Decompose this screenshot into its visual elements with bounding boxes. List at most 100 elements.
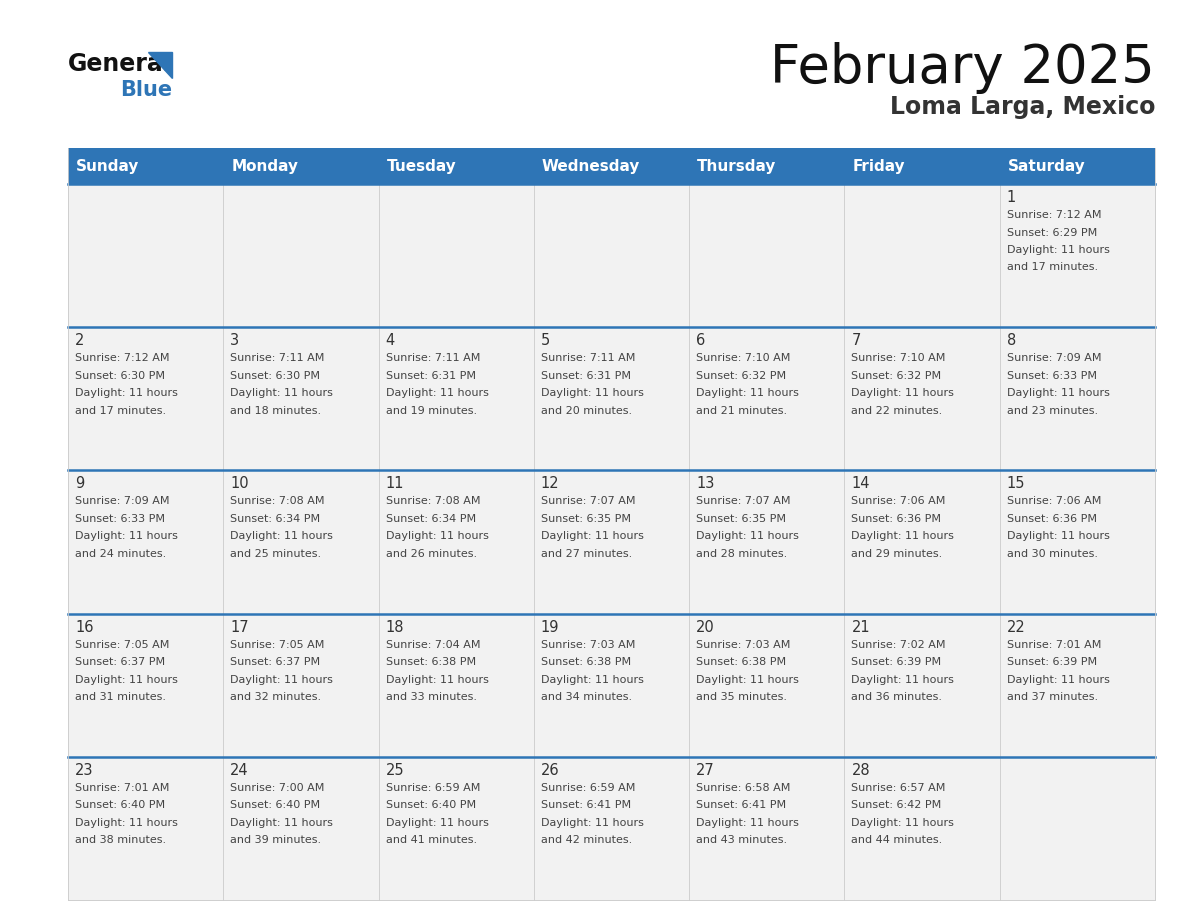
Text: Sunset: 6:36 PM: Sunset: 6:36 PM bbox=[1006, 514, 1097, 524]
Text: 7: 7 bbox=[852, 333, 861, 348]
Text: 17: 17 bbox=[230, 620, 249, 634]
Text: Sunday: Sunday bbox=[76, 159, 139, 174]
Text: and 31 minutes.: and 31 minutes. bbox=[75, 692, 166, 702]
Text: and 32 minutes.: and 32 minutes. bbox=[230, 692, 322, 702]
Text: Sunrise: 7:05 AM: Sunrise: 7:05 AM bbox=[230, 640, 324, 650]
Text: Daylight: 11 hours: Daylight: 11 hours bbox=[75, 388, 178, 398]
Bar bbox=[533, 184, 689, 327]
Text: Sunset: 6:29 PM: Sunset: 6:29 PM bbox=[1006, 228, 1097, 238]
Text: 12: 12 bbox=[541, 476, 560, 491]
Text: Daylight: 11 hours: Daylight: 11 hours bbox=[230, 388, 333, 398]
Bar bbox=[68, 148, 1155, 184]
Text: Sunset: 6:34 PM: Sunset: 6:34 PM bbox=[230, 514, 321, 524]
Bar bbox=[533, 613, 689, 756]
Bar bbox=[68, 470, 223, 613]
Text: Daylight: 11 hours: Daylight: 11 hours bbox=[541, 532, 644, 542]
Text: Sunset: 6:40 PM: Sunset: 6:40 PM bbox=[75, 800, 165, 811]
Bar bbox=[1000, 184, 1155, 327]
Text: Friday: Friday bbox=[853, 159, 905, 174]
Text: Daylight: 11 hours: Daylight: 11 hours bbox=[386, 388, 488, 398]
Text: Sunrise: 6:57 AM: Sunrise: 6:57 AM bbox=[852, 783, 946, 793]
Text: Sunset: 6:33 PM: Sunset: 6:33 PM bbox=[75, 514, 165, 524]
Text: and 43 minutes.: and 43 minutes. bbox=[696, 835, 788, 845]
Text: and 37 minutes.: and 37 minutes. bbox=[1006, 692, 1098, 702]
Text: Daylight: 11 hours: Daylight: 11 hours bbox=[696, 388, 800, 398]
Text: Saturday: Saturday bbox=[1007, 159, 1086, 174]
Bar bbox=[223, 470, 379, 613]
Text: Daylight: 11 hours: Daylight: 11 hours bbox=[75, 675, 178, 685]
Text: Sunrise: 7:04 AM: Sunrise: 7:04 AM bbox=[386, 640, 480, 650]
Text: 10: 10 bbox=[230, 476, 249, 491]
Text: Sunset: 6:40 PM: Sunset: 6:40 PM bbox=[386, 800, 475, 811]
Bar bbox=[68, 613, 223, 756]
Text: 13: 13 bbox=[696, 476, 714, 491]
Text: Sunset: 6:40 PM: Sunset: 6:40 PM bbox=[230, 800, 321, 811]
Text: Daylight: 11 hours: Daylight: 11 hours bbox=[852, 388, 954, 398]
Text: Sunrise: 7:06 AM: Sunrise: 7:06 AM bbox=[852, 497, 946, 507]
Text: Daylight: 11 hours: Daylight: 11 hours bbox=[541, 388, 644, 398]
Text: Sunset: 6:32 PM: Sunset: 6:32 PM bbox=[696, 371, 786, 381]
Text: and 33 minutes.: and 33 minutes. bbox=[386, 692, 476, 702]
Bar bbox=[845, 470, 1000, 613]
Text: Sunrise: 7:02 AM: Sunrise: 7:02 AM bbox=[852, 640, 946, 650]
Text: Sunrise: 7:03 AM: Sunrise: 7:03 AM bbox=[696, 640, 790, 650]
Text: 23: 23 bbox=[75, 763, 94, 778]
Text: Sunset: 6:32 PM: Sunset: 6:32 PM bbox=[852, 371, 942, 381]
Text: Sunset: 6:39 PM: Sunset: 6:39 PM bbox=[852, 657, 942, 667]
Text: and 27 minutes.: and 27 minutes. bbox=[541, 549, 632, 559]
Text: Daylight: 11 hours: Daylight: 11 hours bbox=[386, 818, 488, 828]
Bar bbox=[845, 327, 1000, 470]
Text: Daylight: 11 hours: Daylight: 11 hours bbox=[852, 532, 954, 542]
Bar bbox=[533, 327, 689, 470]
Bar bbox=[379, 470, 533, 613]
Text: Sunrise: 7:11 AM: Sunrise: 7:11 AM bbox=[541, 353, 636, 364]
Text: and 35 minutes.: and 35 minutes. bbox=[696, 692, 788, 702]
Text: Sunrise: 7:10 AM: Sunrise: 7:10 AM bbox=[852, 353, 946, 364]
Text: Sunrise: 7:10 AM: Sunrise: 7:10 AM bbox=[696, 353, 790, 364]
Text: 27: 27 bbox=[696, 763, 715, 778]
Text: and 24 minutes.: and 24 minutes. bbox=[75, 549, 166, 559]
Bar bbox=[223, 327, 379, 470]
Text: Sunset: 6:35 PM: Sunset: 6:35 PM bbox=[541, 514, 631, 524]
Polygon shape bbox=[148, 52, 172, 78]
Text: Sunrise: 7:07 AM: Sunrise: 7:07 AM bbox=[541, 497, 636, 507]
Text: Sunrise: 7:12 AM: Sunrise: 7:12 AM bbox=[75, 353, 170, 364]
Text: and 22 minutes.: and 22 minutes. bbox=[852, 406, 943, 416]
Text: Tuesday: Tuesday bbox=[386, 159, 456, 174]
Bar bbox=[68, 184, 223, 327]
Text: 22: 22 bbox=[1006, 620, 1025, 634]
Text: Sunrise: 7:06 AM: Sunrise: 7:06 AM bbox=[1006, 497, 1101, 507]
Text: Daylight: 11 hours: Daylight: 11 hours bbox=[386, 532, 488, 542]
Text: Sunset: 6:35 PM: Sunset: 6:35 PM bbox=[696, 514, 786, 524]
Bar bbox=[845, 613, 1000, 756]
Bar bbox=[845, 184, 1000, 327]
Text: Daylight: 11 hours: Daylight: 11 hours bbox=[230, 818, 333, 828]
Text: Daylight: 11 hours: Daylight: 11 hours bbox=[386, 675, 488, 685]
Bar bbox=[689, 470, 845, 613]
Text: and 20 minutes.: and 20 minutes. bbox=[541, 406, 632, 416]
Text: 8: 8 bbox=[1006, 333, 1016, 348]
Bar bbox=[533, 756, 689, 900]
Text: Daylight: 11 hours: Daylight: 11 hours bbox=[541, 818, 644, 828]
Text: 3: 3 bbox=[230, 333, 240, 348]
Text: 9: 9 bbox=[75, 476, 84, 491]
Text: Daylight: 11 hours: Daylight: 11 hours bbox=[696, 818, 800, 828]
Bar bbox=[1000, 327, 1155, 470]
Bar bbox=[223, 613, 379, 756]
Text: Monday: Monday bbox=[232, 159, 298, 174]
Text: and 28 minutes.: and 28 minutes. bbox=[696, 549, 788, 559]
Text: Sunset: 6:38 PM: Sunset: 6:38 PM bbox=[696, 657, 786, 667]
Text: Sunrise: 7:08 AM: Sunrise: 7:08 AM bbox=[230, 497, 324, 507]
Text: Daylight: 11 hours: Daylight: 11 hours bbox=[1006, 245, 1110, 255]
Text: and 17 minutes.: and 17 minutes. bbox=[75, 406, 166, 416]
Text: Sunrise: 7:09 AM: Sunrise: 7:09 AM bbox=[75, 497, 170, 507]
Text: and 23 minutes.: and 23 minutes. bbox=[1006, 406, 1098, 416]
Text: 1: 1 bbox=[1006, 190, 1016, 205]
Text: Sunrise: 6:59 AM: Sunrise: 6:59 AM bbox=[386, 783, 480, 793]
Text: 16: 16 bbox=[75, 620, 94, 634]
Bar bbox=[68, 327, 223, 470]
Text: Sunset: 6:36 PM: Sunset: 6:36 PM bbox=[852, 514, 941, 524]
Text: Thursday: Thursday bbox=[697, 159, 777, 174]
Text: and 42 minutes.: and 42 minutes. bbox=[541, 835, 632, 845]
Text: and 38 minutes.: and 38 minutes. bbox=[75, 835, 166, 845]
